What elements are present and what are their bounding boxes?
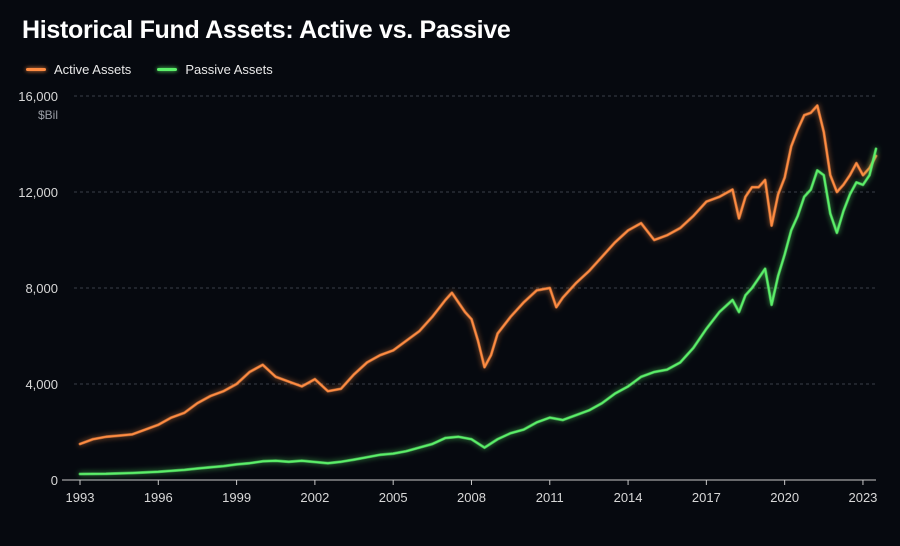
x-tick-label: 2005: [379, 490, 408, 505]
y-tick-label: 4,000: [25, 377, 58, 392]
x-tick-label: 2002: [300, 490, 329, 505]
y-axis-unit-label: $Bil: [38, 108, 58, 122]
legend-label-passive: Passive Assets: [185, 62, 273, 77]
series-line-passive-assets: [79, 147, 877, 475]
legend-item-active: Active Assets: [26, 62, 131, 77]
y-tick-label: 16,000: [18, 89, 58, 104]
series-glow-active-assets: [78, 104, 878, 446]
x-tick-label: 2008: [457, 490, 486, 505]
x-tick-label: 1996: [144, 490, 173, 505]
y-tick-label: 8,000: [25, 281, 58, 296]
x-tick-label: 2017: [692, 490, 721, 505]
grid: [74, 95, 876, 385]
axes: 0 4,000 8,000 12,000 16,000 $Bil 1993 1996 1999 2…: [18, 89, 877, 505]
chart-title: Historical Fund Assets: Active vs. Passi…: [22, 16, 511, 44]
x-tick-label: 2020: [770, 490, 799, 505]
legend-swatch-active: [26, 68, 46, 71]
series-glow-passive-assets: [78, 147, 878, 476]
legend-item-passive: Passive Assets: [157, 62, 273, 77]
legend: Active Assets Passive Assets: [26, 62, 273, 77]
legend-swatch-passive: [157, 68, 178, 71]
x-tick-label: 1999: [222, 490, 251, 505]
x-tick-label: 2014: [614, 490, 643, 505]
series: [78, 104, 878, 476]
legend-label-active: Active Assets: [54, 62, 132, 77]
series-line-active-assets: [79, 104, 877, 445]
x-tick-label: 2023: [848, 490, 877, 505]
x-tick-label: 1993: [66, 490, 95, 505]
x-tick-label: 2011: [536, 490, 564, 505]
y-tick-label: 12,000: [18, 185, 58, 200]
y-tick-label: 0: [51, 473, 58, 488]
